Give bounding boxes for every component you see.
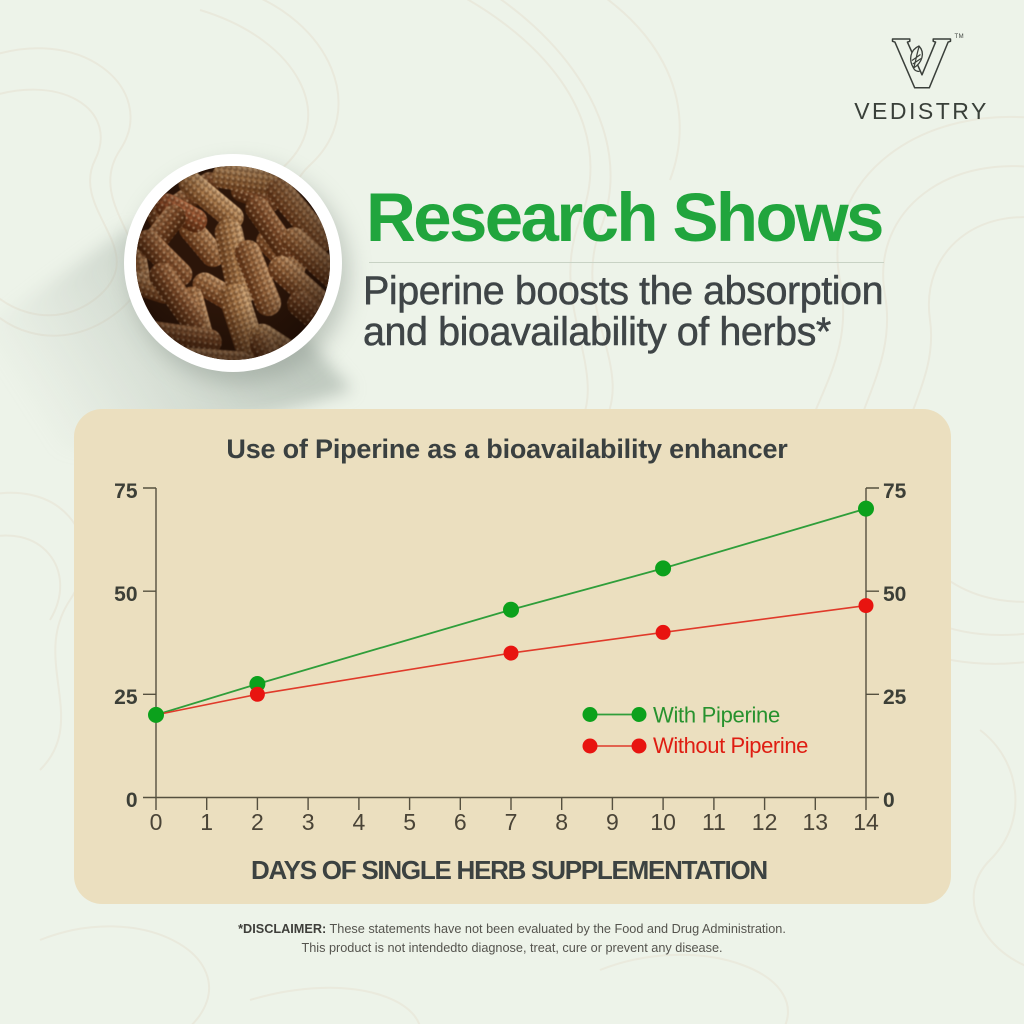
svg-text:14: 14 (853, 809, 879, 835)
svg-text:50: 50 (114, 583, 137, 606)
svg-text:0: 0 (883, 789, 895, 812)
svg-text:11: 11 (702, 809, 726, 835)
svg-text:75: 75 (883, 480, 907, 503)
svg-text:25: 25 (883, 686, 907, 709)
svg-text:3: 3 (302, 809, 315, 835)
svg-text:7: 7 (505, 809, 518, 835)
svg-text:With Piperine: With Piperine (653, 703, 780, 728)
svg-text:6: 6 (454, 809, 467, 835)
svg-text:10: 10 (650, 809, 676, 835)
svg-text:Without Piperine: Without Piperine (653, 733, 808, 758)
svg-text:25: 25 (114, 686, 138, 709)
svg-text:TM: TM (955, 34, 965, 40)
svg-text:1: 1 (200, 809, 213, 835)
svg-text:2: 2 (251, 809, 264, 835)
svg-text:13: 13 (803, 809, 829, 835)
svg-text:50: 50 (883, 583, 906, 606)
svg-text:75: 75 (114, 480, 138, 503)
svg-text:4: 4 (353, 809, 366, 835)
svg-text:0: 0 (150, 809, 163, 835)
svg-text:0: 0 (126, 789, 138, 812)
svg-text:5: 5 (403, 809, 416, 835)
svg-text:9: 9 (606, 809, 619, 835)
svg-text:8: 8 (555, 809, 568, 835)
svg-text:VEDISTRY: VEDISTRY (854, 98, 989, 124)
svg-text:12: 12 (752, 809, 778, 835)
